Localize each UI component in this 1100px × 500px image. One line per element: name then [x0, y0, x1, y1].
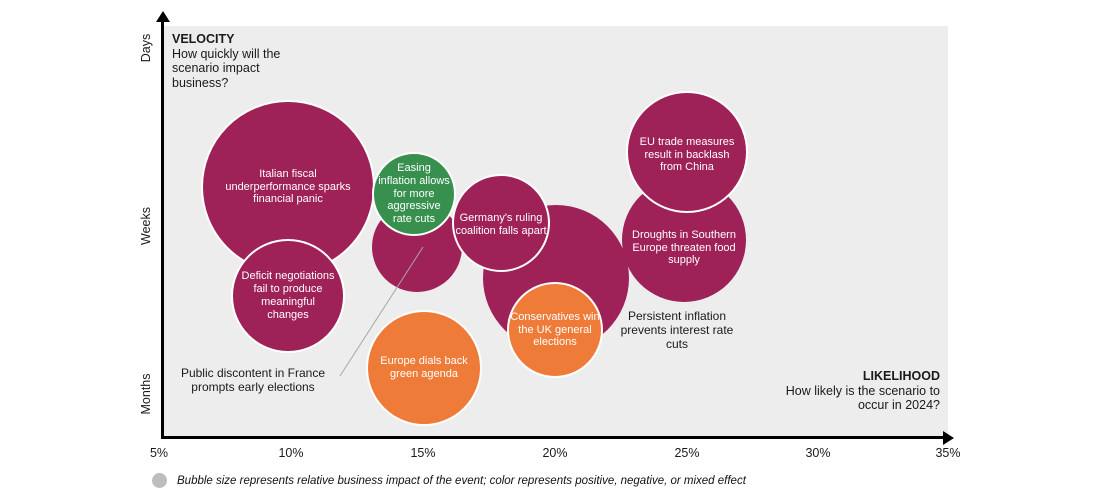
velocity-axis-question: How quickly will the scenario impact bus… [172, 46, 281, 90]
y-tick-months: Months [139, 373, 153, 415]
y-axis-annotation: VELOCITY How quickly will the scenario i… [172, 32, 284, 90]
x-tick-15pct: 15% [410, 446, 436, 460]
bubble-europe-green-agenda: Europe dials back green agenda [366, 310, 482, 426]
likelihood-axis-title: LIKELIHOOD [862, 369, 940, 383]
bubble-deficit-negotiations: Deficit negotiations fail to produce mea… [231, 239, 345, 353]
label-france-discontent: Public discontent in France prompts earl… [180, 366, 326, 395]
velocity-axis-title: VELOCITY [172, 32, 235, 46]
x-tick-25pct: 25% [674, 446, 700, 460]
y-tick-weeks: Weeks [139, 207, 153, 245]
y-tick-days: Days [139, 33, 153, 63]
bubble-uk-conservatives: Conservatives win the UK general electio… [507, 282, 603, 378]
x-axis-line [161, 436, 945, 439]
x-tick-35pct: 35% [935, 446, 961, 460]
x-tick-10pct: 10% [278, 446, 304, 460]
legend-note-row: Bubble size represents relative business… [152, 473, 746, 488]
bubble-germany-coalition: Germany's ruling coalition falls apart [452, 174, 550, 272]
x-tick-5pct: 5% [149, 446, 169, 460]
y-axis-arrow-icon [156, 11, 170, 22]
legend-bubble-icon [152, 473, 167, 488]
bubble-easing-inflation: Easing inflation allows for more aggress… [372, 152, 456, 236]
likelihood-axis-question: How likely is the scenario to occur in 2… [785, 383, 940, 413]
label-persistent-inflation: Persistent inflation prevents interest r… [620, 309, 734, 352]
y-axis-line [161, 20, 164, 439]
x-tick-20pct: 20% [542, 446, 568, 460]
x-axis-arrow-icon [943, 430, 954, 445]
legend-note: Bubble size represents relative business… [177, 474, 746, 487]
x-tick-30pct: 30% [805, 446, 831, 460]
bubble-eu-trade-china: EU trade measures result in backlash fro… [626, 91, 748, 213]
x-axis-annotation: LIKELIHOOD How likely is the scenario to… [780, 369, 940, 413]
